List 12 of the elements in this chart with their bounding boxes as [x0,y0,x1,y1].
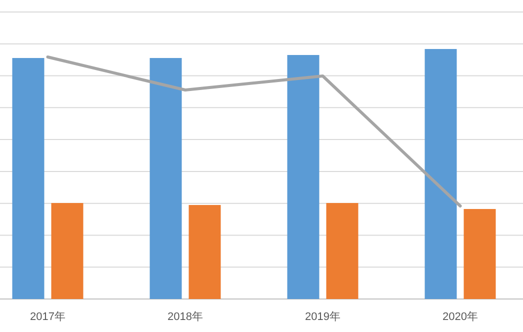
bar [188,205,221,299]
bar [51,203,84,299]
x-tick-label: 2020年 [442,311,478,323]
bar [424,49,457,299]
x-tick-label: 2018年 [168,311,203,323]
bar [287,55,320,299]
bar [326,203,358,299]
bar [464,209,496,299]
bar [150,58,182,299]
bar [12,58,44,299]
x-tick-label: 2019年 [305,311,340,323]
x-tick-label: 2017年 [30,311,66,323]
